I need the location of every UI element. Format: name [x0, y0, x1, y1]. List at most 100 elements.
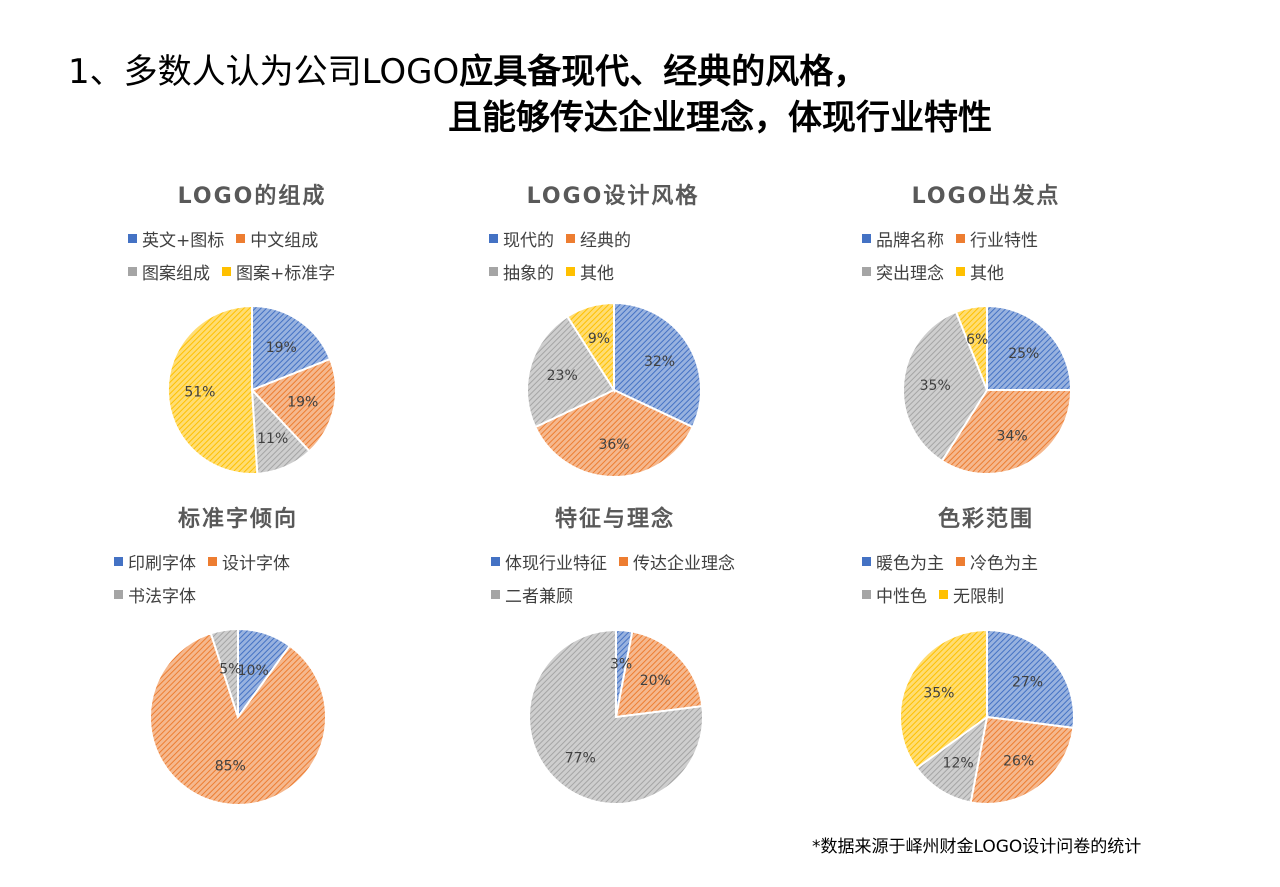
legend-item: 冷色为主 [956, 549, 1038, 574]
legend-item: 体现行业特征 [491, 549, 607, 574]
legend-item: 书法字体 [114, 582, 196, 607]
legend-item: 设计字体 [208, 549, 290, 574]
pie-svg: 32% 36% 23% 9% [526, 301, 702, 478]
legend-swatch [939, 590, 948, 599]
chart-legend: 品牌名称 行业特性突出理念 其他 [836, 222, 1136, 288]
legend-item: 英文+图标 [128, 226, 224, 251]
legend-swatch [489, 234, 498, 243]
legend-item: 品牌名称 [862, 226, 944, 251]
chart-title: 特征与理念 [554, 507, 675, 532]
pie-data-label: 5% [219, 661, 241, 677]
pie-slice [565, 301, 615, 394]
chart-legend: 现代的 经典的 抽象的 其他 [463, 222, 763, 288]
pie-slice [533, 388, 695, 478]
legend-label: 无限制 [953, 587, 1004, 607]
legend-label: 品牌名称 [876, 231, 944, 251]
legend-swatch [956, 267, 965, 276]
legend-swatch [222, 267, 231, 276]
legend-label: 体现行业特征 [505, 554, 607, 574]
legend-label: 其他 [970, 264, 1004, 284]
pie-chart-logo-composition: 19% 19% 11% 51% LOGO的组成 英文+图标 中文组成 图案组成 图案+标准字 [102, 178, 402, 498]
pie-data-label: 51% [184, 385, 215, 401]
legend-label: 中文组成 [250, 231, 319, 251]
pie-data-label: 36% [598, 437, 629, 453]
pie-data-label: 85% [215, 759, 246, 775]
legend-label: 设计字体 [222, 554, 290, 574]
pie-slice [969, 715, 1075, 805]
pie-svg: 25% 34% 35% 6% [902, 304, 1073, 475]
pie-data-label: 12% [943, 756, 974, 772]
pie-chart-features-and-concepts: 3% 20% 77% 特征与理念体现行业特征 传达企业理念二者兼顾 [465, 501, 765, 821]
pie-chart-logo-style: 32% 36% 23% 9% LOGO设计风格 现代的 经典的 抽象的 其他 [463, 178, 763, 498]
pie-data-label: 25% [1008, 346, 1039, 362]
legend-swatch [114, 590, 123, 599]
legend-item: 传达企业理念 [619, 549, 735, 574]
legend-label: 英文+图标 [142, 231, 225, 251]
chart-title: LOGO的组成 [177, 184, 327, 209]
pie-data-label: 3% [610, 656, 632, 672]
pie-data-label: 77% [565, 751, 596, 767]
pie-data-label: 6% [966, 332, 988, 348]
chart-title: LOGO设计风格 [526, 184, 700, 209]
pie-data-label: 35% [923, 686, 954, 702]
legend-swatch [491, 557, 500, 566]
pie-slice [250, 357, 337, 453]
pie-data-label: 19% [287, 394, 318, 410]
pie-svg: 10% 85% 5% [149, 627, 327, 806]
pie-data-label: 23% [547, 368, 578, 384]
pie-data-label: 9% [588, 331, 610, 347]
pie-data-label: 26% [1003, 754, 1034, 770]
pie-slice [209, 627, 239, 718]
legend-label: 书法字体 [128, 587, 196, 607]
page-title-prefix: 1、多数人认为公司LOGO [68, 52, 460, 92]
pie-data-label: 35% [920, 378, 951, 394]
legend-item: 图案组成 [128, 259, 210, 284]
legend-swatch [208, 557, 217, 566]
legend-label: 突出理念 [876, 264, 944, 284]
legend-label: 冷色为主 [970, 554, 1038, 574]
legend-swatch [619, 557, 628, 566]
legend-swatch [862, 557, 871, 566]
legend-swatch [566, 234, 575, 243]
legend-swatch [128, 267, 137, 276]
legend-swatch [491, 590, 500, 599]
chart-legend: 印刷字体 设计字体书法字体 [88, 545, 388, 611]
page-title-line-1: 1、多数人认为公司LOGO应具备现代、经典的风格， [68, 50, 867, 94]
legend-label: 印刷字体 [128, 554, 196, 574]
legend-label: 行业特性 [970, 231, 1038, 251]
legend-swatch [862, 234, 871, 243]
pie-slice [613, 301, 702, 429]
legend-swatch [114, 557, 123, 566]
pie-data-label: 20% [640, 673, 671, 689]
legend-item: 突出理念 [862, 259, 944, 284]
legend-label: 中性色 [876, 587, 927, 607]
legend-item: 中性色 [862, 582, 927, 607]
legend-item: 暖色为主 [862, 549, 944, 574]
legend-item: 印刷字体 [114, 549, 196, 574]
legend-swatch [956, 234, 965, 243]
legend-label: 暖色为主 [876, 554, 944, 574]
legend-swatch [956, 557, 965, 566]
chart-title: LOGO出发点 [911, 184, 1061, 209]
pie-slice [986, 304, 1073, 391]
legend-swatch [566, 267, 575, 276]
chart-legend: 英文+图标 中文组成 图案组成 图案+标准字 [102, 222, 402, 288]
pie-svg: 27% 26% 12% 35% [899, 628, 1075, 805]
legend-label: 抽象的 [503, 264, 554, 284]
chart-legend: 暖色为主 冷色为主中性色 无限制 [836, 545, 1136, 611]
pie-slice [149, 632, 327, 806]
pie-chart-typeface-preference: 10% 85% 5% 标准字倾向 印刷字体 设计字体 书法字体 [88, 501, 388, 821]
pie-slice [986, 628, 1075, 730]
pie-svg: 3% 20% 77% [528, 628, 704, 805]
pie-slice [915, 714, 989, 804]
pie-slice [899, 628, 988, 770]
chart-title: 色彩范围 [937, 507, 1034, 532]
pie-slice [954, 304, 988, 391]
pie-slice [902, 310, 989, 463]
pie-data-label: 10% [238, 663, 269, 679]
legend-label: 其他 [580, 264, 614, 284]
legend-item: 中文组成 [236, 226, 318, 251]
legend-swatch [862, 590, 871, 599]
legend-label: 现代的 [503, 231, 554, 251]
legend-label: 二者兼顾 [505, 587, 573, 607]
